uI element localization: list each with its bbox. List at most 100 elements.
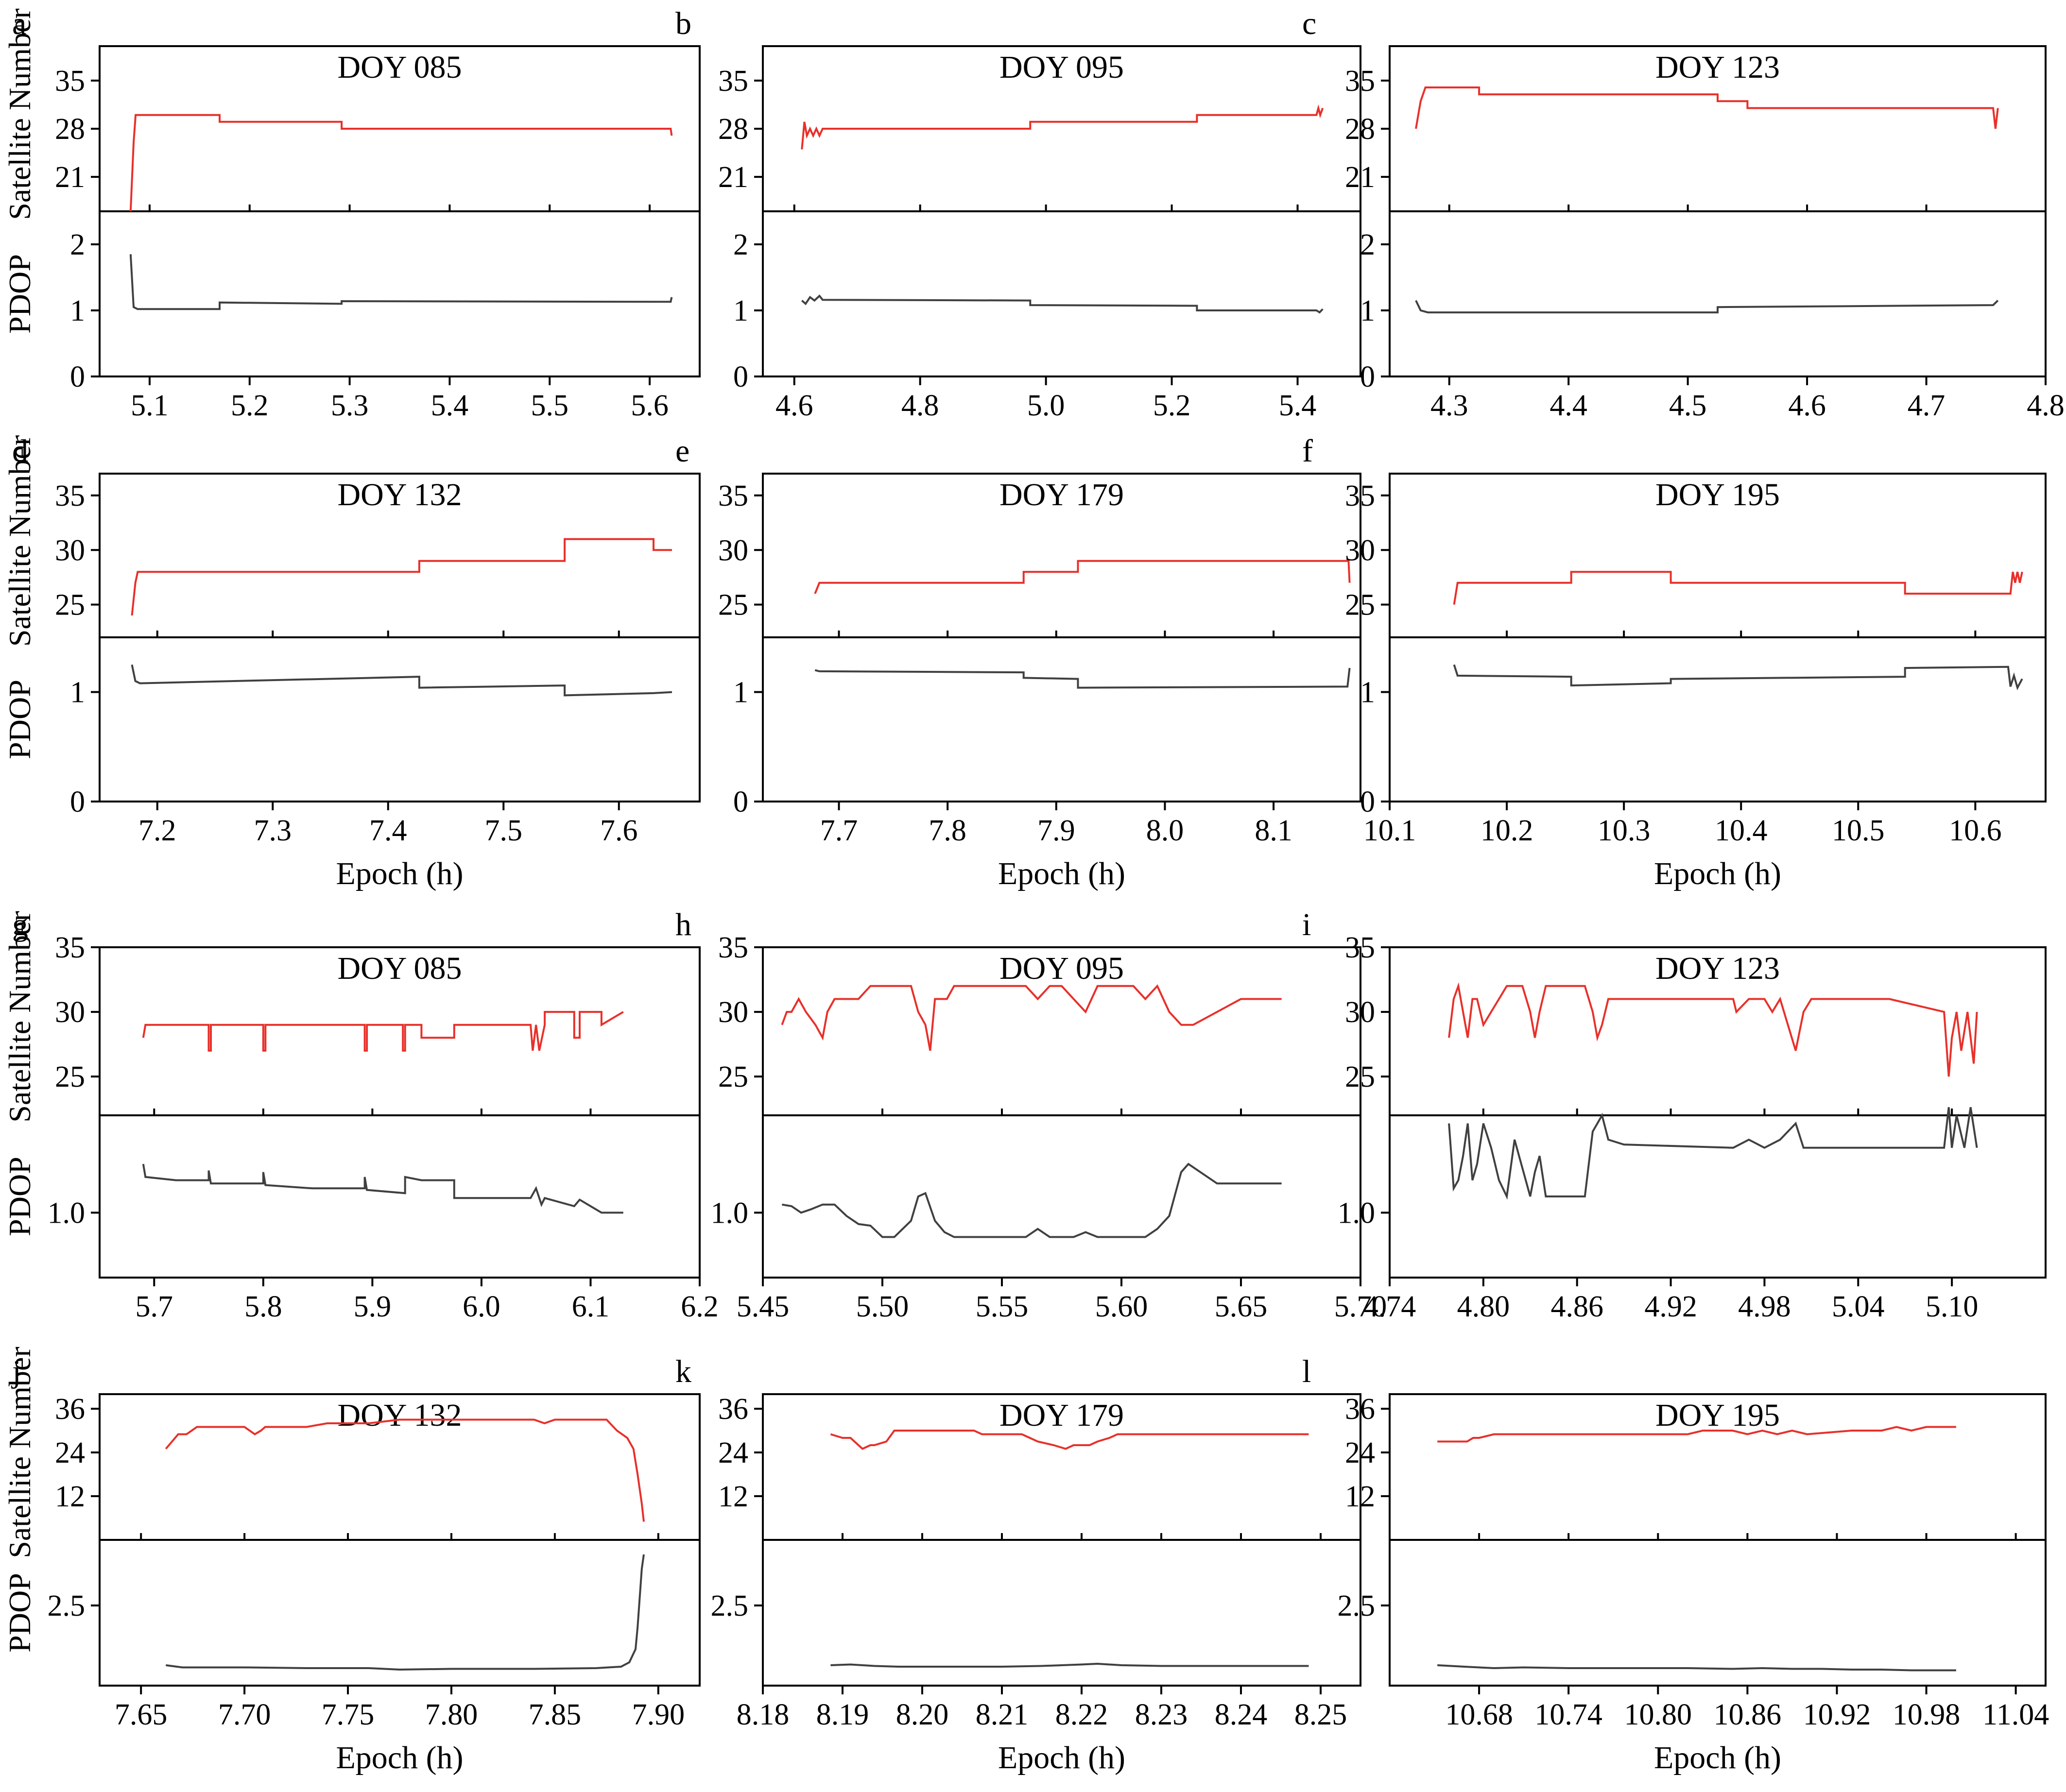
x-tick-label: 5.4 <box>431 389 469 422</box>
y-tick-label: 28 <box>55 113 85 146</box>
y-tick-label: 36 <box>718 1393 748 1426</box>
pdop-series <box>1415 300 1999 314</box>
panel-title: DOY 132 <box>337 1398 462 1433</box>
pdop-series <box>129 254 673 310</box>
y-axis-label-pdop: PDOP <box>2 1573 37 1653</box>
x-tick-label: 11.04 <box>1982 1698 2049 1731</box>
pdop-series <box>801 294 1324 314</box>
panel-letter: j <box>11 1354 21 1389</box>
satellite-series <box>142 1011 624 1052</box>
x-tick-label: 7.7 <box>820 814 858 847</box>
x-tick-label: 4.86 <box>1550 1290 1603 1323</box>
y-tick-label: 0 <box>1360 785 1375 819</box>
y-tick-label: 24 <box>1345 1436 1375 1469</box>
x-tick-label: 5.04 <box>1832 1290 1885 1323</box>
pdop-series <box>814 667 1351 689</box>
x-tick-label: 5.8 <box>244 1290 282 1323</box>
x-tick-label: 8.21 <box>976 1698 1029 1731</box>
x-tick-label: 4.7 <box>1908 389 1945 422</box>
x-tick-label: 4.92 <box>1644 1290 1697 1323</box>
x-tick-label: 5.70 <box>1334 1290 1387 1323</box>
panel-a: a DOY 085 5.1 5.2 5.3 5.4 5.5 5.6 21 28 35 0 1 2 Satel… <box>2 6 701 422</box>
x-tick-label: 4.8 <box>901 389 939 422</box>
x-tick-label: 8.24 <box>1215 1698 1268 1731</box>
x-tick-label: 4.6 <box>775 389 813 422</box>
x-tick-label: 5.9 <box>354 1290 392 1323</box>
panel-d: d DOY 132 7.2 7.3 7.4 7.5 7.6 Epoch (h) 25 30 35 0 1… <box>2 433 701 891</box>
y-tick-label: 30 <box>1345 996 1375 1029</box>
pdop-series <box>1453 664 2023 690</box>
y-tick-label: 35 <box>55 931 85 964</box>
x-tick-label: 5.45 <box>737 1290 790 1323</box>
y-axis-label-satellite: Satellite Number <box>2 1347 37 1558</box>
y-tick-label: 0 <box>1360 360 1375 393</box>
satellite-series <box>801 104 1324 150</box>
x-tick-label: 8.0 <box>1146 814 1184 847</box>
panel-b: b DOY 095 4.6 4.8 5.0 5.2 5.4 21 28 35 0 1 2 <box>675 6 1361 422</box>
x-tick-label: 5.7 <box>136 1290 173 1323</box>
satellite-series <box>830 1430 1309 1450</box>
y-tick-label: 12 <box>1345 1480 1375 1513</box>
x-tick-label: 7.75 <box>322 1698 375 1731</box>
x-tick-label: 5.65 <box>1215 1290 1268 1323</box>
x-tick-label: 8.22 <box>1055 1698 1108 1731</box>
panel-title: DOY 095 <box>999 951 1124 986</box>
y-tick-label: 30 <box>718 534 748 567</box>
y-tick-label: 1 <box>1360 676 1375 709</box>
x-tick-label: 4.80 <box>1457 1290 1510 1323</box>
y-tick-label: 25 <box>718 589 748 622</box>
x-tick-label: 8.23 <box>1135 1698 1188 1731</box>
pdop-series <box>782 1162 1282 1238</box>
x-tick-label: 7.6 <box>600 814 638 847</box>
x-tick-label: 7.9 <box>1037 814 1075 847</box>
panel-letter: i <box>1302 907 1311 942</box>
y-tick-label: 25 <box>55 1060 85 1093</box>
pdop-series <box>166 1554 645 1671</box>
satellite-series <box>129 114 673 212</box>
x-tick-label: 10.2 <box>1481 814 1533 847</box>
panel-h: h DOY 095 5.45 5.50 5.55 5.60 5.65 5.70 25 30 35 1.… <box>675 907 1387 1323</box>
y-axis-label-pdop: PDOP <box>2 254 37 334</box>
x-tick-label: 10.68 <box>1445 1698 1513 1731</box>
y-tick-label: 35 <box>1345 931 1375 964</box>
x-tick-label: 7.5 <box>485 814 523 847</box>
y-tick-label: 35 <box>55 479 85 512</box>
y-tick-label: 24 <box>718 1436 748 1469</box>
y-tick-label: 0 <box>70 785 85 819</box>
y-tick-label: 28 <box>718 113 748 146</box>
y-tick-label: 1.0 <box>711 1196 749 1229</box>
y-tick-label: 1 <box>733 676 748 709</box>
panel-title: DOY 123 <box>1655 951 1780 986</box>
y-tick-label: 1.0 <box>48 1196 86 1229</box>
pdop-series <box>131 664 672 697</box>
satellite-series <box>165 1418 645 1522</box>
x-tick-label: 7.2 <box>138 814 176 847</box>
y-tick-label: 30 <box>718 996 748 1029</box>
y-tick-label: 1 <box>1360 294 1375 327</box>
x-tick-label: 5.4 <box>1279 389 1317 422</box>
satellite-series <box>1453 571 2023 605</box>
panel-j: j DOY 132 7.65 7.70 7.75 7.80 7.85 7.90 Epoch (h… <box>2 1347 701 1775</box>
x-axis-label: Epoch (h) <box>336 1740 463 1775</box>
panel-title: DOY 179 <box>999 1398 1124 1433</box>
x-tick-label: 4.98 <box>1738 1290 1791 1323</box>
y-tick-label: 21 <box>1345 161 1375 194</box>
x-tick-label: 4.74 <box>1363 1290 1416 1323</box>
x-tick-label: 8.20 <box>896 1698 949 1731</box>
panel-f: f DOY 195 10.1 10.2 10.3 10.4 10.5 10.6 Epoch (h… <box>1302 433 2047 891</box>
x-tick-label: 6.1 <box>572 1290 610 1323</box>
y-tick-label: 1.0 <box>1338 1196 1376 1229</box>
x-tick-label: 5.2 <box>231 389 269 422</box>
panel-letter: k <box>675 1354 691 1389</box>
x-axis-label: Epoch (h) <box>998 1740 1125 1775</box>
x-tick-label: 5.50 <box>856 1290 909 1323</box>
y-tick-label: 2.5 <box>711 1589 749 1622</box>
y-tick-label: 35 <box>718 931 748 964</box>
x-axis-label: Epoch (h) <box>998 856 1125 891</box>
y-tick-label: 35 <box>55 65 85 98</box>
panel-letter: d <box>12 433 28 469</box>
panel-letter: e <box>675 433 689 469</box>
panel-letter: b <box>675 6 691 41</box>
y-tick-label: 2.5 <box>1338 1589 1376 1622</box>
satellite-series <box>1448 982 1978 1077</box>
